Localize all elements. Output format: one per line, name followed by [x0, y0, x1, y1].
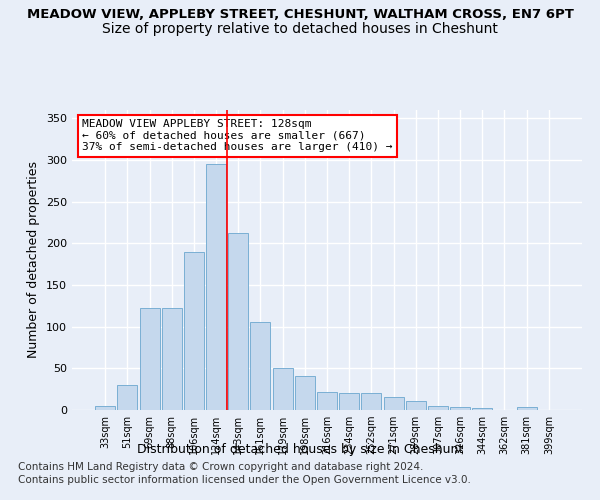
Bar	[339, 392, 359, 410]
Text: Size of property relative to detached houses in Cheshunt: Size of property relative to detached ho…	[102, 22, 498, 36]
Text: MEADOW VIEW APPLEBY STREET: 128sqm
← 60% of detached houses are smaller (667)
37: MEADOW VIEW APPLEBY STREET: 128sqm ← 60%…	[82, 119, 392, 152]
Bar	[184, 252, 204, 410]
Text: MEADOW VIEW, APPLEBY STREET, CHESHUNT, WALTHAM CROSS, EN7 6PT: MEADOW VIEW, APPLEBY STREET, CHESHUNT, W…	[26, 8, 574, 20]
Bar	[317, 392, 337, 410]
Bar	[250, 322, 271, 410]
Bar	[95, 406, 115, 410]
Bar	[472, 408, 492, 410]
Bar	[162, 308, 182, 410]
Bar	[428, 406, 448, 410]
Bar	[361, 392, 382, 410]
Bar	[118, 385, 137, 410]
Bar	[450, 406, 470, 410]
Text: Contains HM Land Registry data © Crown copyright and database right 2024.: Contains HM Land Registry data © Crown c…	[18, 462, 424, 472]
Bar	[295, 376, 315, 410]
Bar	[406, 401, 426, 410]
Bar	[272, 368, 293, 410]
Text: Distribution of detached houses by size in Cheshunt: Distribution of detached houses by size …	[137, 442, 463, 456]
Y-axis label: Number of detached properties: Number of detached properties	[28, 162, 40, 358]
Bar	[517, 406, 536, 410]
Bar	[383, 396, 404, 410]
Text: Contains public sector information licensed under the Open Government Licence v3: Contains public sector information licen…	[18, 475, 471, 485]
Bar	[228, 232, 248, 410]
Bar	[206, 164, 226, 410]
Bar	[140, 308, 160, 410]
